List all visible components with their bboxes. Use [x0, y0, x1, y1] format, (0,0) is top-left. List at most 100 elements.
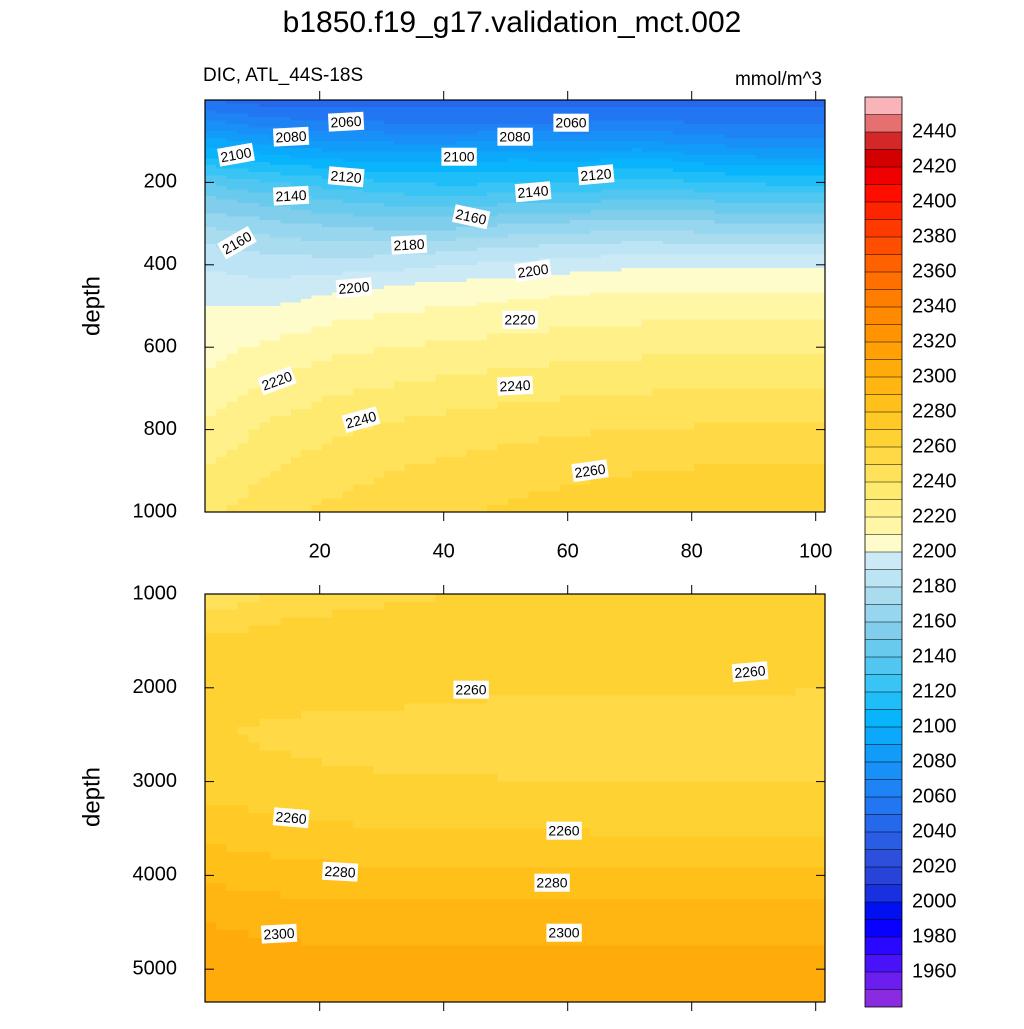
contour-cell	[215, 117, 228, 122]
contour-cell	[538, 388, 550, 396]
contour-cell	[590, 203, 602, 208]
contour-cell	[714, 429, 726, 438]
contour-cell	[683, 148, 695, 153]
contour-cell	[528, 213, 540, 218]
contour-cell	[487, 367, 499, 376]
contour-cell	[528, 463, 540, 472]
contour-cell	[775, 209, 787, 214]
contour-cell	[497, 251, 509, 256]
contour-cell	[569, 144, 581, 149]
contour-cell	[621, 137, 633, 142]
contour-cell	[805, 254, 816, 259]
contour-cell	[259, 244, 271, 249]
contour-cell	[611, 172, 623, 177]
contour-cell	[518, 117, 530, 122]
contour-cell	[259, 199, 271, 204]
contour-cell	[497, 158, 509, 163]
contour-cell	[559, 295, 571, 300]
contour-cell	[404, 388, 416, 396]
contour-cell	[205, 278, 217, 283]
contour-cell	[652, 227, 664, 232]
contour-cell	[456, 110, 468, 115]
contour-cell	[766, 158, 777, 163]
contour-cell	[466, 141, 478, 146]
contour-cell	[280, 110, 292, 115]
contour-cell	[569, 429, 581, 438]
contour-cell	[507, 124, 519, 129]
contour-cell	[528, 148, 540, 153]
contour-cell	[642, 175, 654, 180]
contour-cell	[815, 395, 826, 403]
contour-cell	[507, 151, 519, 156]
contour-cell	[693, 354, 705, 362]
contour-cell	[290, 175, 302, 180]
contour-cell	[724, 436, 736, 444]
contour-cell	[205, 295, 217, 300]
contour-cell	[363, 306, 375, 314]
contour-cell	[538, 295, 550, 300]
contour-cell	[456, 374, 468, 383]
contour-cell	[507, 206, 519, 211]
contour-cell	[766, 281, 777, 286]
contour-cell	[352, 134, 364, 139]
contour-cell	[373, 161, 385, 166]
contour-cell	[425, 285, 437, 290]
contour-cell	[456, 360, 468, 369]
contour-cell	[456, 103, 468, 108]
contour-cell	[805, 312, 816, 321]
contour-cell	[631, 306, 643, 314]
contour-cell	[363, 237, 375, 242]
contour-cell	[611, 275, 623, 280]
contour-cell	[683, 292, 695, 297]
contour-cell	[662, 120, 674, 125]
contour-cell	[466, 113, 478, 118]
contour-cell	[621, 230, 633, 235]
contour-cell	[673, 254, 685, 259]
contour-cell	[404, 395, 416, 403]
contour-cell	[205, 216, 217, 221]
panel-subtitle: DIC, ATL_44S-18S	[203, 65, 363, 86]
contour-cell	[280, 240, 292, 245]
contour-cell	[373, 220, 385, 225]
contour-cell	[775, 254, 787, 259]
contour-cell	[805, 120, 816, 125]
contour-cell	[248, 182, 260, 187]
contour-cell	[497, 360, 509, 369]
contour-cell	[642, 213, 654, 218]
contour-cell	[342, 295, 354, 300]
contour-cell	[528, 285, 540, 290]
contour-cell	[662, 422, 674, 431]
contour-cell	[631, 299, 643, 304]
contour-cell	[693, 233, 705, 238]
contour-cell	[755, 388, 767, 396]
contour-cell	[332, 395, 344, 403]
contour-cell	[642, 220, 654, 225]
contour-cell	[363, 374, 375, 383]
contour-cell	[559, 402, 571, 410]
contour-cell	[815, 285, 826, 290]
contour-cell	[383, 117, 395, 122]
contour-cell	[805, 374, 816, 383]
contour-cell	[549, 168, 561, 173]
contour-cell	[301, 388, 313, 396]
contour-cell	[518, 457, 530, 465]
contour-cell	[580, 196, 592, 201]
contour-cell	[559, 154, 571, 159]
contour-cell	[290, 220, 302, 225]
contour-cell	[425, 443, 437, 451]
contour-cell	[445, 340, 457, 348]
contour-cell	[805, 130, 816, 135]
contour-cell	[631, 347, 643, 355]
contour-cell	[445, 209, 457, 214]
contour-cell	[580, 415, 592, 424]
contour-cell	[714, 144, 726, 149]
contour-cell	[476, 422, 488, 431]
contour-cell	[569, 326, 581, 335]
contour-cell	[631, 457, 643, 465]
contour-cell	[237, 381, 249, 389]
contour-cell	[290, 148, 302, 153]
contour-cell	[215, 457, 228, 465]
contour-cell	[755, 409, 767, 417]
contour-cell	[590, 347, 602, 355]
contour-cell	[205, 422, 217, 431]
